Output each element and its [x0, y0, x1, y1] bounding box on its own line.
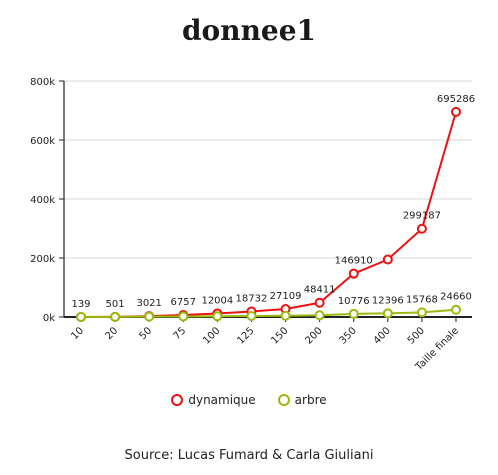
data-label: 146910: [335, 256, 373, 267]
data-point-arbre: [212, 311, 223, 322]
data-label: 24660: [440, 292, 472, 303]
chart-legend: dynamique arbre: [0, 393, 498, 407]
data-label: 48411: [304, 285, 336, 296]
data-label: 27109: [270, 291, 302, 302]
y-tick-label: 400k: [30, 195, 55, 206]
data-label: 139: [71, 299, 90, 310]
x-tick-label: 10: [69, 325, 86, 342]
data-point-arbre: [348, 308, 359, 319]
data-point-arbre: [382, 308, 393, 319]
data-point-arbre: [76, 311, 86, 322]
data-label: 12004: [201, 295, 233, 306]
data-label: 10776: [338, 296, 370, 307]
y-tick-label: 200k: [30, 254, 55, 265]
line-chart: 0k 200k 400k 600k 800k 10 20 50 75 100 125 150 200 35…: [30, 77, 475, 373]
x-tick-label: 400: [372, 325, 393, 346]
chart-source: Source: Lucas Fumard & Carla Giuliani: [124, 448, 374, 463]
x-tick-label: 125: [235, 325, 256, 346]
x-tick-label: 150: [269, 325, 290, 346]
data-point-arbre: [314, 310, 325, 321]
legend-marker-icon: [277, 394, 290, 406]
data-label: 12396: [372, 295, 404, 306]
y-tick-label: 600k: [30, 136, 55, 147]
series-line-dynamique: [80, 111, 457, 318]
data-label: 501: [106, 299, 125, 310]
data-point-arbre: [144, 311, 155, 322]
data-label: 3021: [136, 298, 161, 309]
x-tick-label: 500: [406, 325, 427, 346]
data-point-dynamique: [451, 106, 461, 117]
data-point-dynamique: [348, 268, 359, 279]
series-line-arbre: [80, 308, 457, 318]
x-tick-label: 100: [201, 325, 222, 346]
data-point-dynamique: [314, 297, 325, 308]
data-point-arbre: [280, 310, 291, 321]
data-label: 18732: [236, 293, 268, 304]
legend-marker-icon: [171, 394, 184, 406]
x-tick-label: 50: [138, 325, 155, 342]
data-point-arbre: [451, 304, 461, 315]
data-point-arbre: [178, 311, 189, 322]
data-point-dynamique: [382, 254, 393, 265]
data-point-arbre: [110, 311, 121, 322]
legend-item-dynamique[interactable]: dynamique: [171, 393, 256, 407]
data-label: 299187: [403, 211, 441, 222]
data-point-dynamique: [416, 223, 427, 234]
data-label: 6757: [171, 297, 196, 308]
x-tick-label: 75: [172, 325, 189, 342]
y-tick-label: 800k: [30, 77, 55, 88]
x-tick-label: 200: [303, 325, 324, 346]
chart-title: donnee1: [181, 14, 317, 47]
data-label: 695286: [437, 94, 475, 105]
data-point-arbre: [416, 307, 427, 318]
data-label: 15768: [406, 294, 438, 305]
legend-label: arbre: [294, 393, 327, 407]
data-point-arbre: [246, 311, 257, 322]
legend-label: dynamique: [188, 393, 256, 407]
x-tick-label: 350: [338, 325, 359, 346]
y-tick-label: 0k: [43, 313, 55, 324]
x-tick-label: 20: [103, 325, 120, 342]
legend-item-arbre[interactable]: arbre: [277, 393, 327, 407]
